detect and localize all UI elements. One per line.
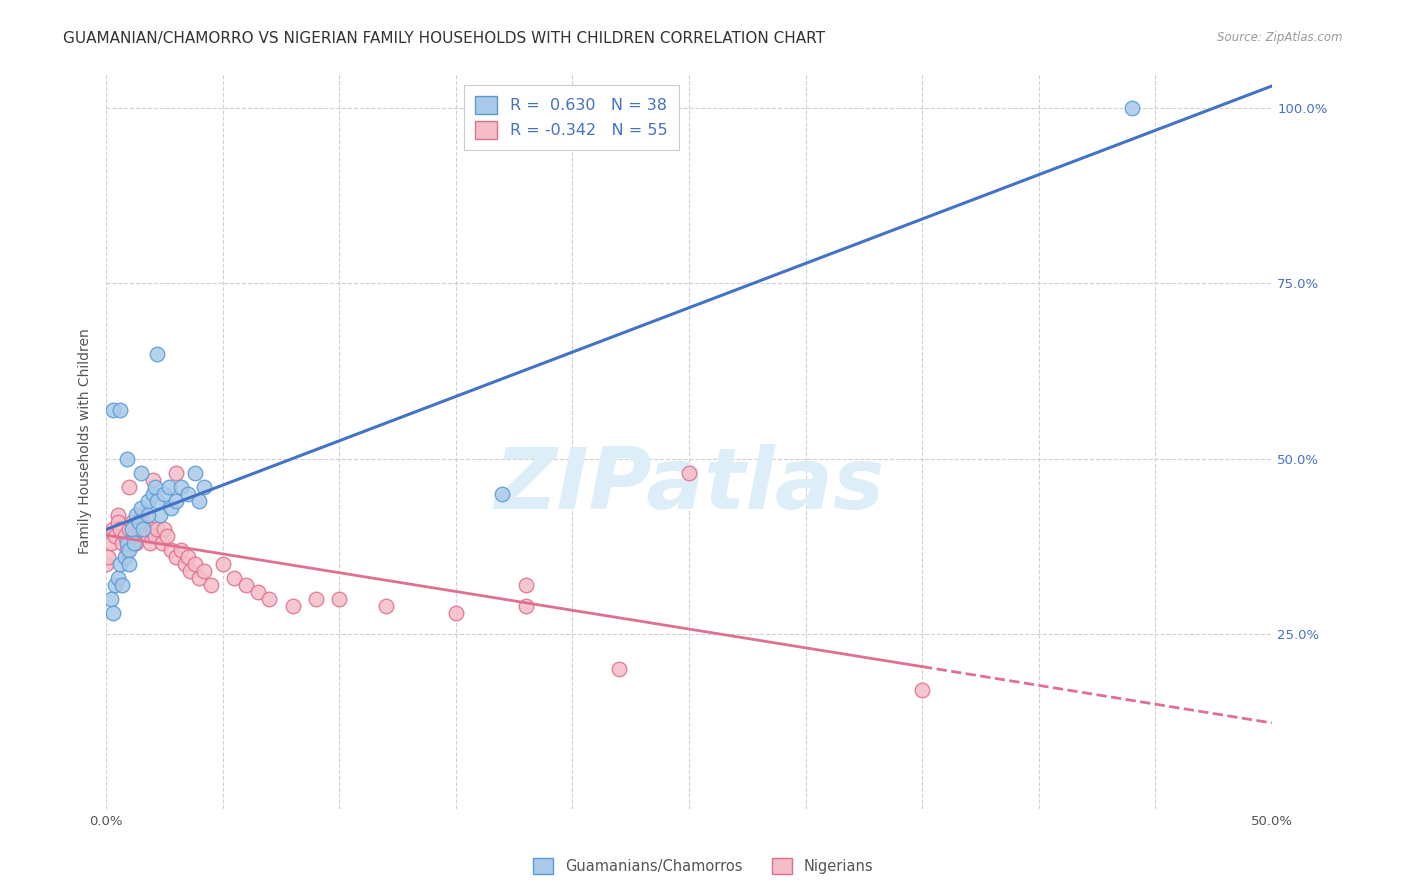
Point <box>491 487 513 501</box>
Point <box>150 536 173 550</box>
Point <box>179 564 201 578</box>
Point <box>118 522 141 536</box>
Point <box>146 493 169 508</box>
Point <box>444 606 467 620</box>
Point <box>101 402 124 417</box>
Point <box>115 542 138 557</box>
Point <box>118 542 141 557</box>
Point <box>114 529 136 543</box>
Point <box>177 487 200 501</box>
Point <box>104 578 127 592</box>
Point <box>128 522 150 536</box>
Point <box>122 536 145 550</box>
Point <box>149 508 172 522</box>
Point <box>111 536 134 550</box>
Point <box>515 599 537 613</box>
Point <box>108 522 131 536</box>
Point <box>96 557 118 571</box>
Point <box>305 592 328 607</box>
Point <box>146 522 169 536</box>
Point <box>121 515 143 529</box>
Point <box>135 522 157 536</box>
Point <box>101 522 124 536</box>
Point <box>115 536 138 550</box>
Point <box>174 557 197 571</box>
Point <box>132 515 155 529</box>
Point <box>136 508 159 522</box>
Legend: Guamanians/Chamorros, Nigerians: Guamanians/Chamorros, Nigerians <box>527 852 879 880</box>
Point <box>374 599 396 613</box>
Point <box>607 662 630 676</box>
Point <box>165 549 187 564</box>
Point <box>678 466 700 480</box>
Point <box>118 480 141 494</box>
Point <box>193 564 215 578</box>
Point <box>107 515 129 529</box>
Point <box>246 585 269 599</box>
Point <box>911 683 934 698</box>
Point <box>114 549 136 564</box>
Point <box>97 549 120 564</box>
Point <box>115 451 138 466</box>
Text: GUAMANIAN/CHAMORRO VS NIGERIAN FAMILY HOUSEHOLDS WITH CHILDREN CORRELATION CHART: GUAMANIAN/CHAMORRO VS NIGERIAN FAMILY HO… <box>63 31 825 46</box>
Point <box>515 578 537 592</box>
Point <box>160 542 183 557</box>
Point <box>160 500 183 515</box>
Point <box>121 522 143 536</box>
Point <box>129 508 152 522</box>
Point <box>143 480 166 494</box>
Point <box>328 592 350 607</box>
Point <box>142 473 165 487</box>
Point <box>184 466 207 480</box>
Point <box>104 529 127 543</box>
Point <box>142 522 165 536</box>
Point <box>143 529 166 543</box>
Point <box>281 599 304 613</box>
Point <box>1121 101 1143 115</box>
Point <box>188 571 211 585</box>
Point <box>142 487 165 501</box>
Point <box>170 542 193 557</box>
Point <box>100 536 122 550</box>
Point <box>122 529 145 543</box>
Point <box>153 522 176 536</box>
Point <box>108 557 131 571</box>
Point <box>200 578 222 592</box>
Point <box>146 346 169 360</box>
Point <box>259 592 281 607</box>
Point <box>128 515 150 529</box>
Point <box>235 578 257 592</box>
Point <box>118 557 141 571</box>
Point <box>129 500 152 515</box>
Point <box>107 508 129 522</box>
Point <box>125 508 148 522</box>
Point <box>107 571 129 585</box>
Y-axis label: Family Households with Children: Family Households with Children <box>79 328 93 554</box>
Point <box>108 402 131 417</box>
Point <box>125 536 148 550</box>
Legend: R =  0.630   N = 38, R = -0.342   N = 55: R = 0.630 N = 38, R = -0.342 N = 55 <box>464 85 679 150</box>
Point <box>224 571 246 585</box>
Point <box>132 522 155 536</box>
Point <box>111 578 134 592</box>
Text: Source: ZipAtlas.com: Source: ZipAtlas.com <box>1218 31 1343 45</box>
Point <box>184 557 207 571</box>
Point <box>156 529 179 543</box>
Point <box>165 466 187 480</box>
Point <box>193 480 215 494</box>
Point <box>139 536 162 550</box>
Point <box>165 493 187 508</box>
Point <box>211 557 233 571</box>
Point <box>100 592 122 607</box>
Point <box>170 480 193 494</box>
Point <box>101 606 124 620</box>
Point <box>136 529 159 543</box>
Point <box>157 480 180 494</box>
Text: ZIPatlas: ZIPatlas <box>494 444 884 527</box>
Point <box>188 493 211 508</box>
Point <box>177 549 200 564</box>
Point <box>153 487 176 501</box>
Point <box>136 493 159 508</box>
Point <box>129 466 152 480</box>
